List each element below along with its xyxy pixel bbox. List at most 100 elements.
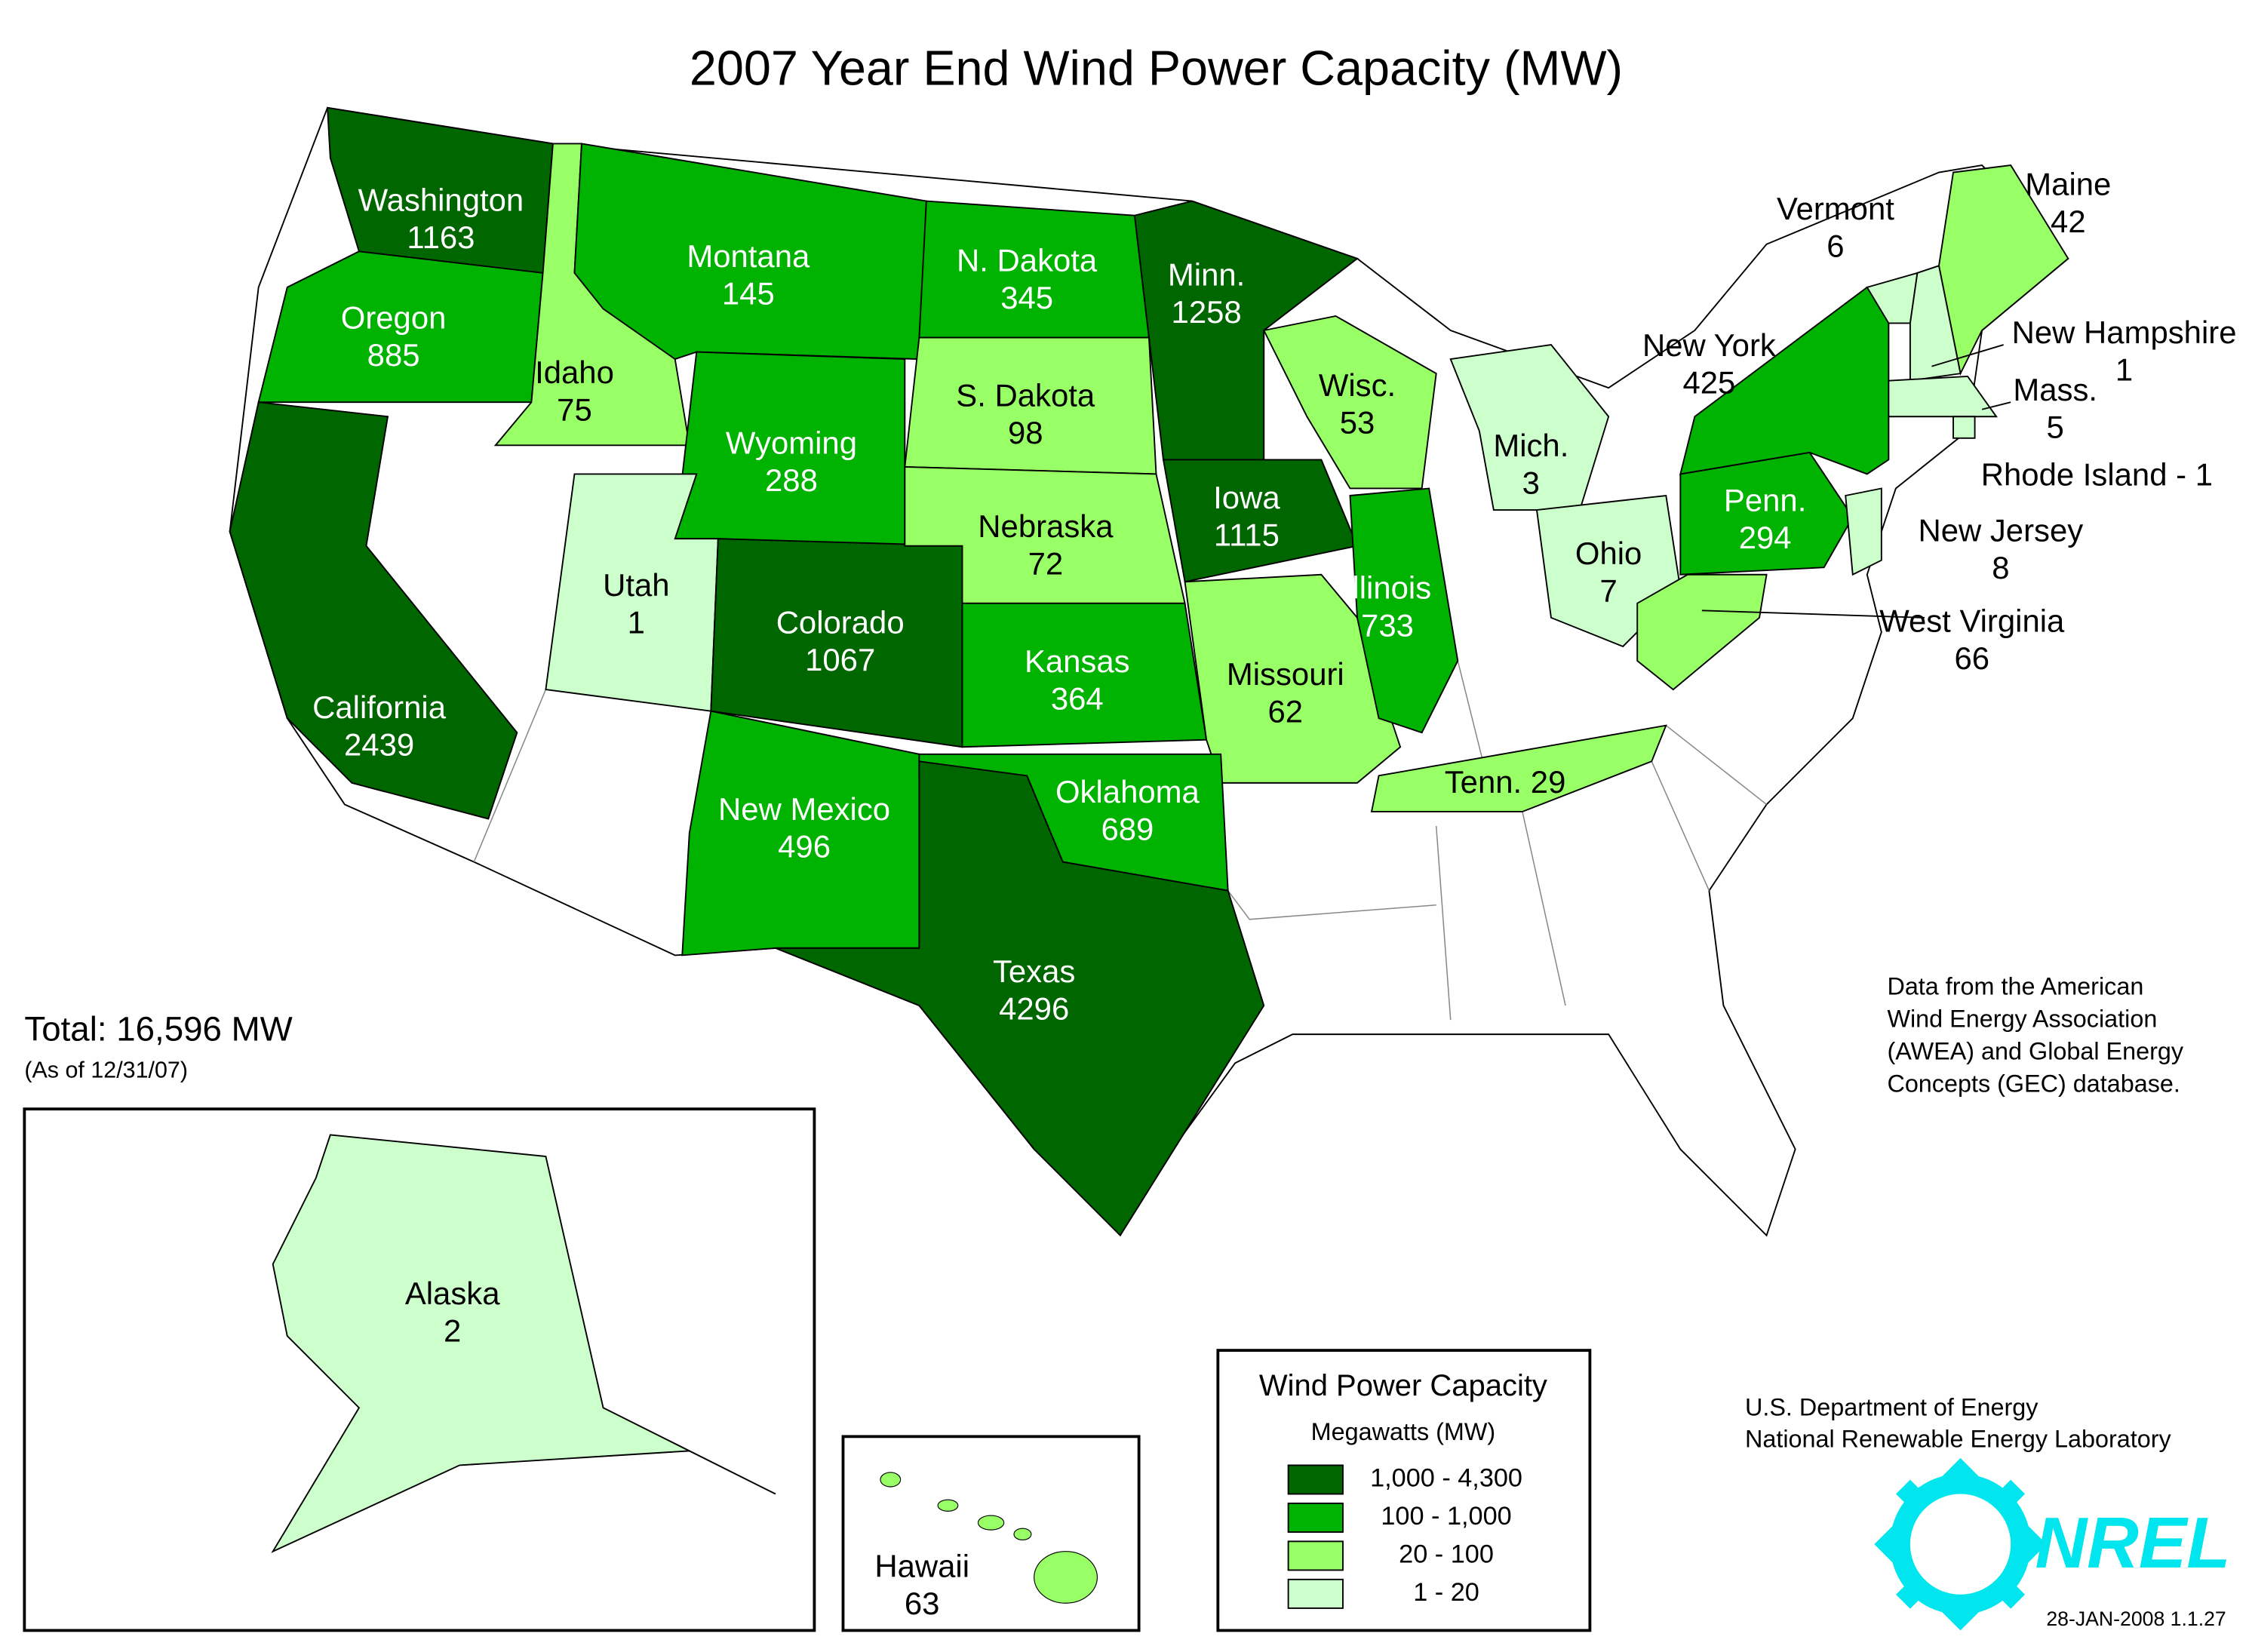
leader-line <box>1981 401 2011 410</box>
legend-swatch <box>1287 1540 1344 1571</box>
legend-items: 1,000 - 4,300 100 - 1,000 20 - 100 1 - 20 <box>1287 1464 1522 1609</box>
state-value: 733 <box>1361 607 1414 643</box>
state-value: 2 <box>444 1313 461 1348</box>
state-value: 1115 <box>1214 517 1280 552</box>
state-name: West Virginia <box>1879 603 2065 639</box>
state-shape <box>775 760 1265 1237</box>
legend-label: 1 - 20 <box>1413 1578 1479 1607</box>
state-value: 689 <box>1101 812 1154 847</box>
state-value: 2439 <box>344 726 414 762</box>
state-value: 63 <box>905 1586 940 1621</box>
state-label: Tenn. 29 <box>1445 764 1566 800</box>
hawaii-inset <box>841 1435 1141 1632</box>
state-name: Wyoming <box>726 425 857 460</box>
legend-label: 20 - 100 <box>1399 1540 1494 1568</box>
agency: National Renewable Energy Laboratory <box>1745 1426 2172 1453</box>
state-name: California <box>312 689 447 725</box>
state-shape <box>1909 265 1962 382</box>
state-name: New Mexico <box>718 791 890 827</box>
state-shape <box>1370 724 1667 812</box>
legend-label: 100 - 1,000 <box>1381 1502 1511 1531</box>
state-shape <box>1184 573 1402 784</box>
total: Total: 16,596 MW <box>24 1009 292 1048</box>
state-value: 62 <box>1268 694 1304 729</box>
source-note: Concepts (GEC) database. <box>1887 1070 2180 1097</box>
state-name: New Hampshire <box>2012 315 2237 350</box>
notes: Data from the American Wind Energy Associ… <box>1745 973 2184 1453</box>
state-name: Wisc. <box>1319 367 1396 403</box>
state-shape <box>271 1134 776 1553</box>
state-value: 288 <box>765 462 818 498</box>
legend-title: Wind Power Capacity <box>1259 1369 1547 1402</box>
state-name: Vermont <box>1777 191 1894 226</box>
state-name: New York <box>1642 327 1776 363</box>
state-shape <box>1349 487 1459 734</box>
state-name: Colorado <box>776 604 905 640</box>
leader-line <box>1701 610 1925 619</box>
state-value: 5 <box>2047 409 2064 444</box>
island <box>1034 1551 1098 1604</box>
island <box>937 1499 959 1512</box>
state-value: 72 <box>1028 545 1064 581</box>
state-name: Idaho <box>535 355 614 390</box>
legend-swatch <box>1287 1578 1344 1609</box>
source-note: (AWEA) and Global Energy <box>1887 1037 2183 1064</box>
island <box>880 1472 902 1488</box>
source-note: Wind Energy Association <box>1887 1006 2157 1033</box>
date-stamp: 28-JAN-2008 1.1.27 <box>2046 1607 2226 1630</box>
state-value: 42 <box>2051 204 2086 239</box>
state-value: 1163 <box>407 220 475 255</box>
state-shape <box>257 250 544 404</box>
map-title: 2007 Year End Wind Power Capacity (MW) <box>690 40 1623 95</box>
state-value: 1 <box>2115 352 2133 387</box>
state-name: S. Dakota <box>956 378 1095 413</box>
state-name: Illinois <box>1344 570 1431 606</box>
state-name: Washington <box>358 183 524 218</box>
agency: U.S. Department of Energy <box>1745 1394 2038 1421</box>
state-value: 8 <box>1992 550 2009 585</box>
state-value: 66 <box>1954 640 1989 676</box>
state-shape <box>1636 573 1768 691</box>
nrel-logo-text: NREL <box>2035 1503 2230 1583</box>
state-value: 98 <box>1008 415 1043 450</box>
state-label: Rhode Island - 1 <box>1981 456 2213 492</box>
legend-subtitle: Megawatts (MW) <box>1311 1418 1495 1445</box>
legend-swatch <box>1287 1464 1344 1495</box>
state-value: 1067 <box>805 642 875 677</box>
nrel-logo <box>1874 1457 2047 1631</box>
island <box>977 1515 1005 1531</box>
state-name: Kansas <box>1025 643 1130 679</box>
state-name: Utah <box>603 567 669 603</box>
state-value: 425 <box>1682 364 1735 400</box>
state-name: Penn. <box>1724 483 1806 518</box>
legend <box>1216 1349 1592 1632</box>
state-shape <box>229 401 518 820</box>
state-value: 496 <box>778 829 831 864</box>
state-shape <box>1133 200 1359 461</box>
state-name: New Jersey <box>1918 513 2083 548</box>
state-value: 1258 <box>1172 294 1242 330</box>
state-name: N. Dakota <box>957 243 1098 278</box>
state-name: Nebraska <box>978 508 1114 544</box>
state-name: Alaska <box>405 1276 500 1311</box>
alaska-inset <box>23 1107 816 1632</box>
state-value: 145 <box>722 275 775 311</box>
state-value: 345 <box>1000 280 1053 315</box>
state-name: Maine <box>2025 167 2111 202</box>
state-name: Iowa <box>1213 480 1280 515</box>
state-value: 294 <box>1739 520 1792 555</box>
state-value: 364 <box>1051 680 1104 716</box>
states: Washington1163Oregon885California2439Ida… <box>229 106 2237 1621</box>
state-name: Mass. <box>2013 372 2097 407</box>
as-of: (As of 12/31/07) <box>24 1058 188 1083</box>
state-name: Oklahoma <box>1055 774 1200 809</box>
source-note: Data from the American <box>1887 973 2143 1000</box>
state-name: Mich. <box>1493 428 1568 463</box>
state-name: Ohio <box>1575 536 1642 571</box>
state-value: 7 <box>1599 573 1617 609</box>
state-value: 1 <box>628 604 645 640</box>
state-name: Oregon <box>341 300 447 336</box>
leader-line <box>1931 344 2004 367</box>
state-value: 4296 <box>999 991 1069 1027</box>
